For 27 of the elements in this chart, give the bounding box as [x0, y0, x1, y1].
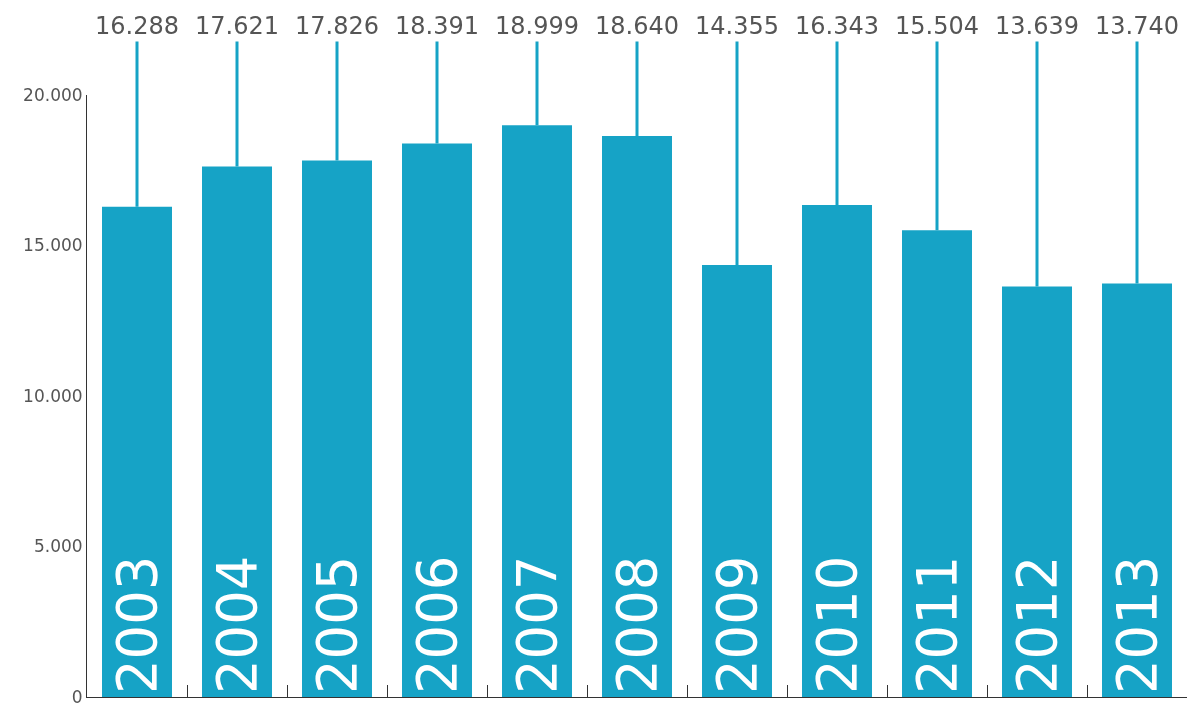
data-label: 18.640 — [595, 12, 679, 40]
x-tick-label: 2003 — [105, 555, 169, 694]
data-label: 13.639 — [995, 12, 1079, 40]
x-tick-label: 2005 — [305, 555, 369, 694]
data-label: 17.826 — [295, 12, 379, 40]
x-tick-label: 2004 — [205, 555, 269, 694]
x-tick-label: 2011 — [905, 555, 969, 694]
y-tick-label: 15.000 — [23, 235, 83, 256]
data-label: 14.355 — [695, 12, 779, 40]
x-tick-label: 2006 — [405, 555, 469, 694]
data-label: 17.621 — [195, 12, 279, 40]
x-tick-label: 2010 — [805, 555, 869, 694]
data-label: 18.391 — [395, 12, 479, 40]
data-label: 16.288 — [95, 12, 179, 40]
y-tick-label: 10.000 — [23, 385, 83, 406]
x-tick-label: 2013 — [1105, 555, 1169, 694]
data-label: 13.740 — [1095, 12, 1179, 40]
y-tick-label: 0 — [71, 686, 83, 707]
x-tick-label: 2007 — [505, 555, 569, 694]
y-tick-label: 20.000 — [23, 84, 83, 105]
data-label: 16.343 — [795, 12, 879, 40]
x-tick-label: 2012 — [1005, 555, 1069, 694]
x-tick-label: 2008 — [605, 555, 669, 694]
y-tick-label: 5.000 — [33, 536, 83, 557]
data-label: 15.504 — [895, 12, 979, 40]
data-label: 18.999 — [495, 12, 579, 40]
x-tick-label: 2009 — [705, 555, 769, 694]
